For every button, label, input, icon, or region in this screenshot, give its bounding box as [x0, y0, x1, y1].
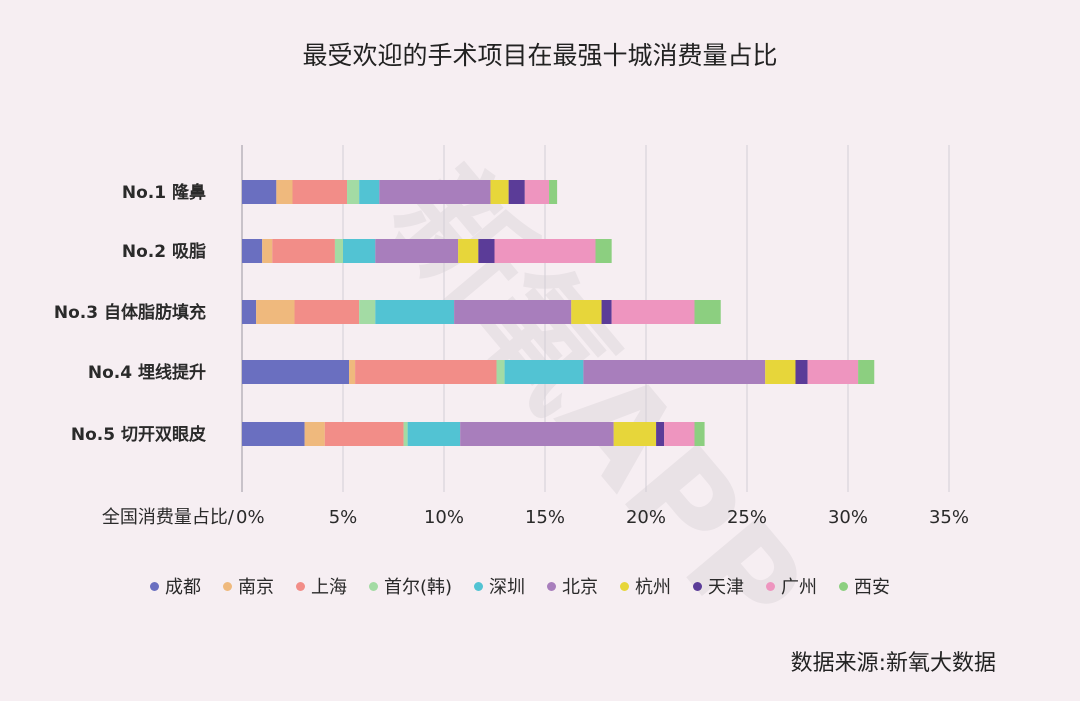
legend-label: 深圳: [489, 577, 526, 598]
legend-item: 广州: [766, 573, 817, 599]
legend-item: 北京: [547, 573, 598, 599]
x-tick-label: 35%: [929, 507, 969, 528]
bar-segment: [359, 300, 376, 324]
bar-segment: [524, 180, 550, 204]
bar-segment: [583, 360, 766, 384]
bar-segment: [807, 360, 859, 384]
legend-label: 上海: [311, 577, 347, 598]
legend-item: 天津: [693, 573, 744, 599]
bar-segment: [272, 239, 335, 263]
bar-segment: [601, 300, 612, 324]
bar-segment: [454, 300, 572, 324]
bar-segment: [276, 180, 293, 204]
x-tick-label: 0%: [236, 507, 265, 528]
chart-title: 最受欢迎的手术项目在最强十城消费量占比: [302, 41, 778, 70]
bar-segment: [478, 239, 495, 263]
legend-label: 西安: [854, 577, 891, 598]
bar-segment: [595, 239, 612, 263]
bar-segment: [292, 180, 348, 204]
bar-segment: [765, 360, 796, 384]
bar-segment: [403, 422, 408, 446]
legend-marker: [839, 581, 849, 591]
bar-segment: [375, 300, 455, 324]
legend-item: 南京: [223, 573, 274, 599]
legend-marker: [693, 581, 703, 591]
legend-label: 天津: [708, 577, 745, 598]
bar-segment: [359, 180, 380, 204]
legend-label: 北京: [562, 577, 599, 598]
bar-segment: [242, 360, 350, 384]
category-label: No.1 隆鼻: [122, 182, 206, 203]
legend: 成都 南京 上海 首尔(韩) 深圳 北京 杭州 天津 广州 西安: [150, 573, 890, 599]
x-tick-label: 15%: [525, 507, 565, 528]
bar-segment: [656, 422, 665, 446]
bar-segment: [242, 180, 277, 204]
bar-segment: [611, 300, 695, 324]
chart-plot: 0% 5% 10% 15% 20% 25% 30% 35% 全国消费量占比/No.1 隆鼻 No.…: [54, 145, 969, 528]
legend-marker: [369, 581, 378, 591]
category-label: No.3 自体脂肪填充: [54, 302, 206, 323]
bar-segment: [294, 300, 360, 324]
legend-marker: [296, 581, 305, 591]
legend-item: 上海: [296, 573, 347, 599]
bar-segment: [347, 180, 360, 204]
legend-marker: [766, 581, 776, 591]
x-tick-label: 5%: [329, 507, 358, 528]
legend-marker: [547, 581, 557, 591]
bar-segment: [795, 360, 808, 384]
x-axis-label: 全国消费量占比/: [102, 507, 235, 528]
bar-segment: [262, 239, 273, 263]
bar-segment: [694, 300, 721, 324]
bar-segment: [375, 239, 459, 263]
legend-label: 杭州: [635, 577, 672, 598]
bar-segment: [379, 180, 491, 204]
bar-segment: [304, 422, 325, 446]
bar-segment: [613, 422, 657, 446]
bar-segment: [355, 360, 497, 384]
bar-segment: [407, 422, 461, 446]
data-source: 数据来源:新氧大数据: [790, 651, 996, 676]
bar-segment: [242, 239, 263, 263]
legend-item: 深圳: [474, 573, 525, 599]
bar-segment: [664, 422, 695, 446]
bar-segment: [504, 360, 584, 384]
bar-segment: [508, 180, 525, 204]
legend-marker: [223, 581, 232, 591]
bar-segment: [496, 360, 505, 384]
bar-segment: [256, 300, 295, 324]
bar-segment: [571, 300, 602, 324]
legend-label: 首尔(韩): [384, 577, 453, 598]
bar-segment: [334, 239, 343, 263]
bar-segment: [858, 360, 875, 384]
legend-marker: [474, 581, 484, 591]
bar-segment: [494, 239, 596, 263]
bar-segment: [242, 422, 305, 446]
legend-label: 南京: [238, 577, 274, 598]
bar-segment: [694, 422, 705, 446]
x-tick-label: 20%: [626, 507, 666, 528]
legend-item: 首尔(韩): [369, 573, 452, 599]
legend-item: 成都: [150, 573, 201, 599]
bar-segment: [460, 422, 614, 446]
legend-item: 西安: [839, 573, 890, 599]
category-label: No.5 切开双眼皮: [71, 424, 206, 445]
legend-marker: [150, 581, 159, 591]
bar-segment: [458, 239, 479, 263]
x-tick-label: 30%: [828, 507, 868, 528]
category-label: No.4 埋线提升: [88, 362, 206, 383]
x-tick-label: 25%: [727, 507, 767, 528]
bar-segment: [549, 180, 558, 204]
bar-segment: [324, 422, 404, 446]
bar-segment: [343, 239, 376, 263]
legend-label: 广州: [781, 577, 818, 598]
bar-segment: [349, 360, 356, 384]
legend-label: 成都: [165, 577, 201, 598]
legend-item: 杭州: [620, 573, 671, 599]
x-tick-label: 10%: [424, 507, 464, 528]
bar-segment: [242, 300, 257, 324]
legend-marker: [620, 581, 630, 591]
category-label: No.2 吸脂: [122, 242, 206, 262]
bar-segment: [490, 180, 509, 204]
